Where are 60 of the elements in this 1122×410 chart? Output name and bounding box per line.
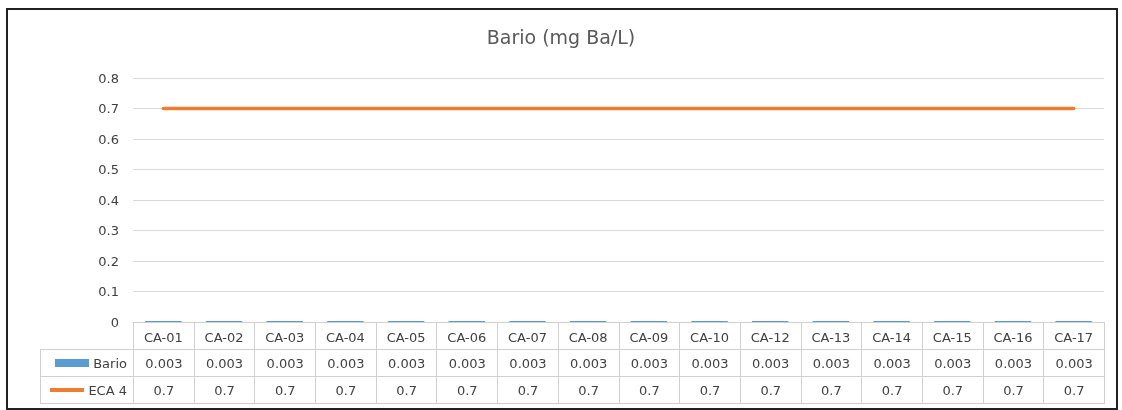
data-label: 0.003	[921, 349, 984, 377]
data-label: 0.7	[1043, 376, 1105, 404]
data-label: 0.003	[557, 349, 620, 377]
x-tick-label: CA-03	[265, 330, 305, 345]
data-label: 0.003	[982, 349, 1045, 377]
y-tick-label: 0	[110, 314, 119, 330]
data-label: 0.7	[375, 376, 438, 404]
y-tick-label: 0.4	[98, 192, 119, 208]
x-tick-label: CA-09	[629, 330, 669, 345]
data-label: 0.003	[800, 349, 863, 377]
data-label: 0.7	[254, 376, 317, 404]
data-label: 0.003	[436, 349, 499, 377]
data-label: 0.7	[133, 376, 195, 404]
y-tick-label: 0.1	[98, 284, 119, 299]
data-label: 0.7	[800, 376, 863, 404]
y-tick-label: 0.5	[98, 162, 119, 177]
data-label: 0.7	[679, 376, 741, 404]
data-label: 0.003	[375, 349, 438, 377]
x-tick-label: CA-08	[568, 330, 608, 345]
x-tick-label: CA-13	[811, 330, 851, 345]
data-label: 0.7	[982, 376, 1045, 404]
data-label: 0.7	[861, 376, 923, 404]
legend-label: ECA 4	[40, 376, 134, 404]
data-label: 0.003	[254, 349, 317, 377]
data-label: 0.7	[557, 376, 620, 404]
x-tick-label: CA-16	[993, 330, 1033, 345]
data-label: 0.003	[315, 349, 377, 377]
data-label: 0.7	[739, 376, 802, 404]
data-label: 0.003	[861, 349, 923, 377]
data-label: 0.003	[133, 349, 195, 377]
data-label: 0.7	[618, 376, 681, 404]
data-label: 0.7	[436, 376, 499, 404]
x-tick-label: CA-10	[690, 330, 729, 345]
y-tick-label: 0.3	[98, 223, 119, 238]
chart-title: Bario (mg Ba/L)	[486, 25, 636, 48]
x-tick-label: CA-17	[1054, 330, 1094, 345]
data-label: 0.7	[315, 376, 377, 404]
x-tick-label: CA-02	[204, 330, 244, 345]
data-label: 0.003	[739, 349, 802, 377]
x-tick-label: CA-04	[325, 330, 365, 345]
data-label: 0.003	[679, 349, 741, 377]
x-tick-label: CA-12	[750, 330, 790, 345]
y-tick-label: 0.2	[98, 253, 119, 269]
x-tick-label: CA-14	[872, 330, 912, 345]
x-tick-label: CA-07	[508, 330, 547, 345]
x-tick-label: CA-01	[143, 330, 183, 345]
data-label: 0.7	[921, 376, 984, 404]
data-label: 0.7	[497, 376, 559, 404]
x-tick-label: CA-06	[447, 330, 487, 345]
y-tick-label: 0.8	[98, 70, 119, 86]
x-tick-label: CA-05	[386, 330, 426, 345]
legend-label: Bario	[40, 349, 134, 377]
y-tick-label: 0.7	[98, 101, 119, 116]
y-tick-label: 0.6	[98, 131, 119, 147]
x-tick-label: CA-15	[932, 330, 972, 345]
data-label: 0.003	[618, 349, 681, 377]
data-label: 0.003	[193, 349, 256, 377]
data-label: 0.003	[497, 349, 559, 377]
data-label: 0.7	[193, 376, 256, 404]
data-label: 0.003	[1043, 349, 1105, 377]
